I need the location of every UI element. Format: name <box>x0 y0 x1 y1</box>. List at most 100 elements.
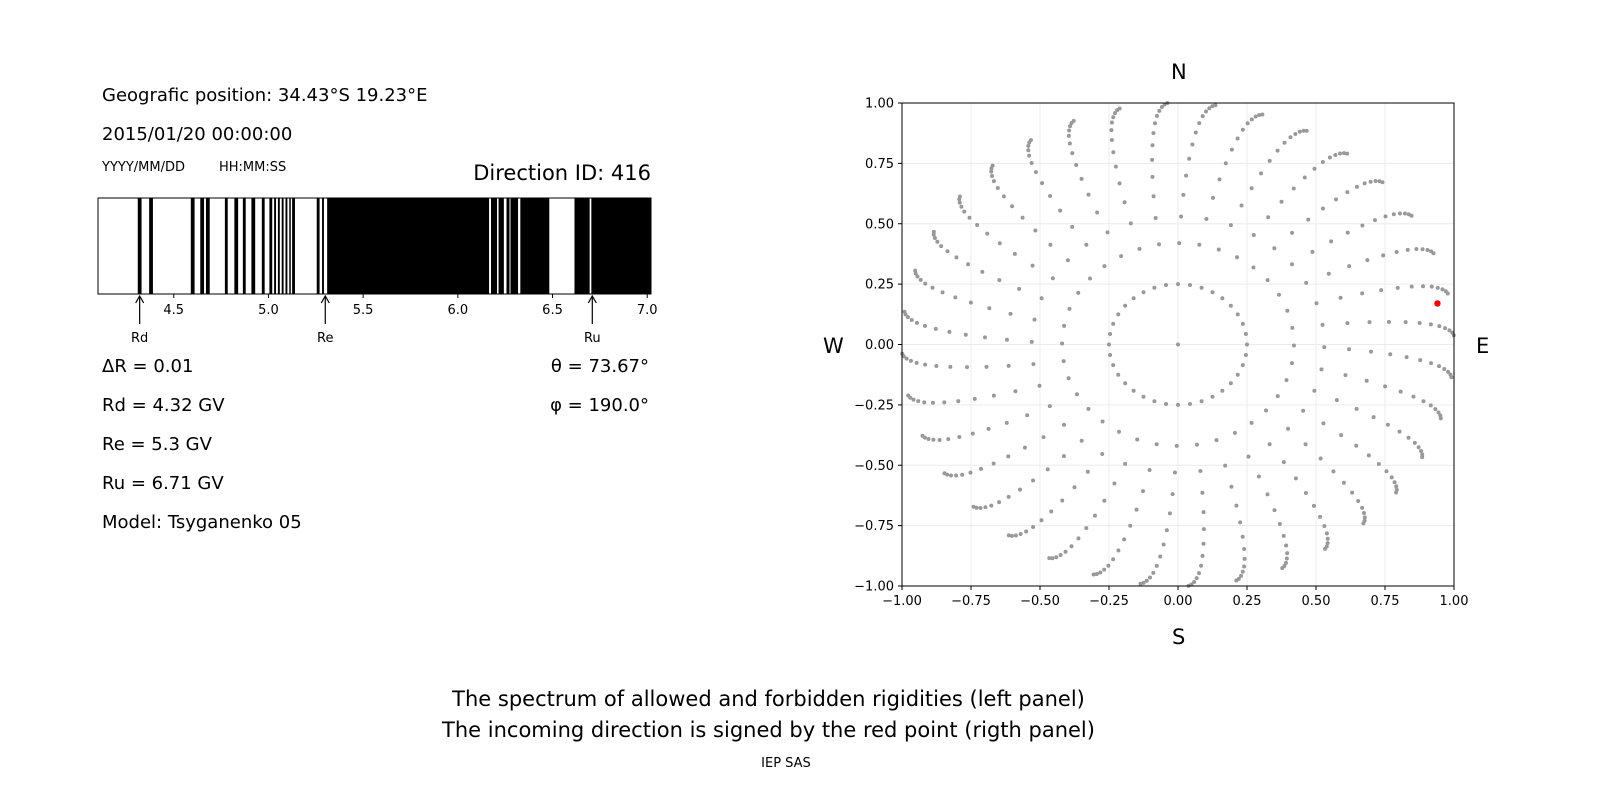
direction-point <box>1013 389 1018 394</box>
ru-value: Ru = 6.71 GV <box>102 473 224 494</box>
direction-point <box>1339 433 1344 438</box>
direction-point <box>1004 420 1009 425</box>
direction-point <box>1420 455 1425 460</box>
direction-point <box>1360 223 1365 228</box>
direction-point <box>1197 242 1202 247</box>
direction-point <box>1184 173 1189 178</box>
direction-point <box>915 274 920 279</box>
forbidden-band <box>242 198 246 294</box>
direction-point <box>1429 361 1434 366</box>
direction-point <box>1345 230 1350 235</box>
direction-point <box>1001 194 1006 199</box>
direction-point <box>956 399 961 404</box>
direction-point <box>1397 429 1402 434</box>
forbidden-band <box>149 198 153 294</box>
direction-point <box>1297 129 1302 134</box>
direction-point <box>954 473 959 478</box>
compass-north: N <box>1171 60 1187 84</box>
direction-point <box>1216 247 1221 252</box>
direction-point <box>1065 258 1070 263</box>
direction-point <box>1174 443 1179 448</box>
direction-point <box>1047 404 1052 409</box>
direction-point <box>1436 410 1441 415</box>
direction-point <box>1446 369 1451 374</box>
direction-point <box>1050 556 1055 561</box>
direction-point <box>1223 161 1228 166</box>
direction-point <box>923 281 928 286</box>
direction-point <box>1134 507 1139 512</box>
x-tick-label: 4.5 <box>163 303 184 318</box>
direction-point <box>1384 469 1389 474</box>
direction-point <box>953 295 958 300</box>
direction-point <box>1364 378 1369 383</box>
direction-point <box>1290 325 1295 330</box>
direction-point <box>1420 247 1425 252</box>
forbidden-band <box>200 198 205 294</box>
direction-point <box>1039 518 1044 523</box>
y-tick-label: 0.50 <box>865 217 894 232</box>
direction-point <box>982 335 987 340</box>
direction-point <box>1054 555 1059 560</box>
direction-point <box>957 434 962 439</box>
direction-point <box>1091 572 1096 577</box>
direction-point <box>984 364 989 369</box>
direction-point <box>1008 311 1013 316</box>
caption-line-1: The spectrum of allowed and forbidden ri… <box>452 687 1085 711</box>
direction-point <box>954 255 959 260</box>
direction-point <box>1203 109 1208 114</box>
direction-point <box>1061 454 1066 459</box>
direction-point <box>1164 283 1169 288</box>
direction-point <box>1079 438 1084 443</box>
direction-point <box>1449 375 1454 380</box>
x-tick-label: −0.25 <box>1089 594 1129 609</box>
direction-point <box>1290 262 1295 267</box>
direction-point <box>1324 531 1329 536</box>
direction-point <box>1284 556 1289 561</box>
direction-point <box>1050 276 1055 281</box>
direction-point <box>1232 430 1237 435</box>
direction-point <box>914 360 919 365</box>
incoming-direction-point <box>1434 300 1441 307</box>
direction-point <box>1291 343 1296 348</box>
direction-point <box>1320 160 1325 165</box>
direction-point <box>1144 578 1149 583</box>
direction-point <box>1397 211 1402 216</box>
direction-point <box>1060 341 1065 346</box>
direction-point <box>1425 248 1430 253</box>
direction-point <box>1161 542 1166 547</box>
direction-point <box>1094 572 1099 577</box>
direction-point <box>1293 476 1298 481</box>
direction-point <box>1187 283 1192 288</box>
compass-west: W <box>823 334 844 358</box>
direction-point <box>1362 515 1367 520</box>
x-tick-label: 6.5 <box>542 303 563 318</box>
direction-point <box>991 179 996 184</box>
direction-point <box>1033 170 1038 175</box>
direction-point <box>906 393 911 398</box>
direction-point <box>1192 579 1197 584</box>
direction-point <box>979 466 984 471</box>
arrow-head-icon <box>587 294 597 304</box>
direction-point <box>990 163 995 168</box>
direction-point <box>1433 407 1438 412</box>
direction-point <box>1333 152 1338 157</box>
direction-point <box>1116 372 1121 377</box>
y-tick-label: −0.25 <box>854 398 894 413</box>
y-tick-label: 0.25 <box>865 278 894 293</box>
direction-point <box>1284 543 1289 548</box>
direction-point <box>1181 192 1186 197</box>
y-tick-label: −1.00 <box>854 580 894 595</box>
direction-point <box>1301 128 1306 133</box>
direction-point <box>1199 563 1204 568</box>
direction-point <box>1280 566 1285 571</box>
direction-point <box>1032 317 1037 322</box>
direction-point <box>1109 128 1114 133</box>
direction-point <box>1322 524 1327 529</box>
direction-point <box>1100 419 1105 424</box>
x-tick-label: 0.00 <box>1164 594 1193 609</box>
direction-point <box>1235 312 1240 317</box>
y-tick-label: −0.50 <box>854 459 894 474</box>
direction-point <box>1437 364 1442 369</box>
direction-point <box>1405 247 1410 252</box>
direction-point <box>1311 503 1316 508</box>
